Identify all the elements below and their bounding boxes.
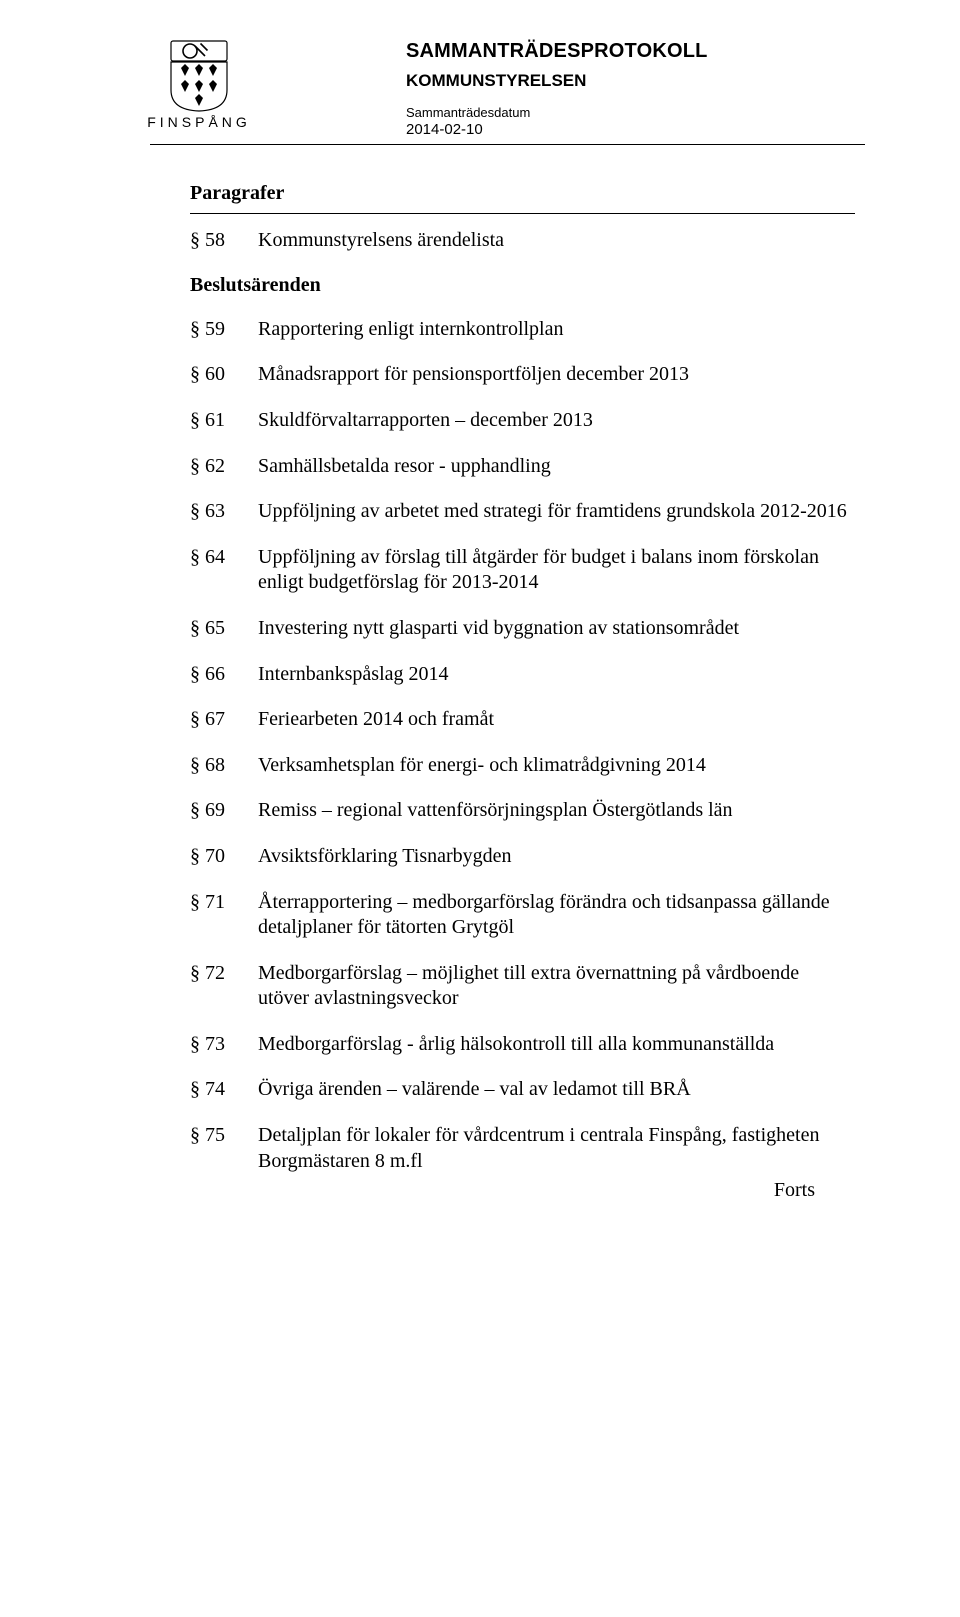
document-type: SAMMANTRÄDESPROTOKOLL: [406, 40, 708, 63]
agenda-row: § 67Feriearbeten 2014 och framåt: [190, 707, 855, 733]
agenda-row: § 75Detaljplan för lokaler för vårdcentr…: [190, 1123, 855, 1174]
paragraph-number: § 72: [190, 961, 258, 987]
paragraph-number: § 62: [190, 454, 258, 480]
paragraph-description: Samhällsbetalda resor - upphandling: [258, 454, 855, 480]
section-title-rule: [190, 213, 855, 214]
agenda-row: § 72Medborgarförslag – möjlighet till ex…: [190, 961, 855, 1012]
paragraph-number: § 58: [190, 228, 258, 254]
header-divider: [150, 144, 865, 145]
paragraph-number: § 59: [190, 317, 258, 343]
paragraph-description: Detaljplan för lokaler för vårdcentrum i…: [258, 1123, 855, 1174]
agenda-row: § 64Uppföljning av förslag till åtgärder…: [190, 545, 855, 596]
paragraph-number: § 63: [190, 499, 258, 525]
coat-of-arms-icon: [170, 40, 228, 112]
header-titles: SAMMANTRÄDESPROTOKOLL KOMMUNSTYRELSEN Sa…: [276, 40, 708, 138]
agenda-row: § 63Uppföljning av arbetet med strategi …: [190, 499, 855, 525]
agenda-row: § 66Internbankspåslag 2014: [190, 662, 855, 688]
paragraph-description: Skuldförvaltarrapporten – december 2013: [258, 408, 855, 434]
logo-text: FINSPÅNG: [147, 114, 251, 130]
paragraph-description: Investering nytt glasparti vid byggnatio…: [258, 616, 855, 642]
paragraph-number: § 69: [190, 798, 258, 824]
agenda-row: § 68Verksamhetsplan för energi- och klim…: [190, 753, 855, 779]
paragraph-number: § 74: [190, 1077, 258, 1103]
agenda-row: § 58 Kommunstyrelsens ärendelista: [190, 228, 855, 254]
paragraph-description: Uppföljning av förslag till åtgärder för…: [258, 545, 855, 596]
paragraph-description: Avsiktsförklaring Tisnarbygden: [258, 844, 855, 870]
agenda-row: § 70Avsiktsförklaring Tisnarbygden: [190, 844, 855, 870]
agenda-row: § 60Månadsrapport för pensionsportföljen…: [190, 362, 855, 388]
meeting-date-label: Sammanträdesdatum: [406, 105, 708, 120]
paragraph-number: § 68: [190, 753, 258, 779]
paragraph-number: § 65: [190, 616, 258, 642]
paragraph-description: Remiss – regional vattenförsörjningsplan…: [258, 798, 855, 824]
paragraph-number: § 73: [190, 1032, 258, 1058]
meeting-date: 2014-02-10: [406, 121, 708, 138]
paragraph-description: Verksamhetsplan för energi- och klimatrå…: [258, 753, 855, 779]
agenda-row: § 59Rapportering enligt internkontrollpl…: [190, 317, 855, 343]
agenda-row: § 74Övriga ärenden – valärende – val av …: [190, 1077, 855, 1103]
paragraph-number: § 75: [190, 1123, 258, 1149]
agenda-row: § 73Medborgarförslag - årlig hälsokontro…: [190, 1032, 855, 1058]
paragraph-number: § 67: [190, 707, 258, 733]
paragraph-number: § 70: [190, 844, 258, 870]
paragraph-description: Internbankspåslag 2014: [258, 662, 855, 688]
paragraph-description: Återrapportering – medborgarförslag förä…: [258, 890, 855, 941]
paragraph-description: Rapportering enligt internkontrollplan: [258, 317, 855, 343]
agenda-row: § 71Återrapportering – medborgarförslag …: [190, 890, 855, 941]
document-header: FINSPÅNG SAMMANTRÄDESPROTOKOLL KOMMUNSTY…: [150, 40, 865, 138]
section-title: Paragrafer: [190, 181, 855, 207]
paragraph-description: Medborgarförslag - årlig hälsokontroll t…: [258, 1032, 855, 1058]
paragraph-description: Feriearbeten 2014 och framåt: [258, 707, 855, 733]
paragraph-number: § 61: [190, 408, 258, 434]
paragraph-number: § 66: [190, 662, 258, 688]
agenda-row: § 69Remiss – regional vattenförsörjnings…: [190, 798, 855, 824]
agenda-rows: § 59Rapportering enligt internkontrollpl…: [190, 317, 855, 1174]
paragraph-description: Kommunstyrelsens ärendelista: [258, 228, 855, 254]
continuation-indicator: Forts: [190, 1178, 855, 1204]
paragraph-description: Månadsrapport för pensionsportföljen dec…: [258, 362, 855, 388]
paragraph-number: § 71: [190, 890, 258, 916]
committee-name: KOMMUNSTYRELSEN: [406, 71, 708, 91]
page: FINSPÅNG SAMMANTRÄDESPROTOKOLL KOMMUNSTY…: [0, 0, 960, 1264]
paragraph-number: § 60: [190, 362, 258, 388]
paragraph-number: § 64: [190, 545, 258, 571]
paragraph-description: Övriga ärenden – valärende – val av leda…: [258, 1077, 855, 1103]
agenda-row: § 61Skuldförvaltarrapporten – december 2…: [190, 408, 855, 434]
subheading: Beslutsärenden: [190, 273, 855, 299]
agenda-row: § 62Samhällsbetalda resor - upphandling: [190, 454, 855, 480]
content-body: Paragrafer § 58 Kommunstyrelsens ärendel…: [150, 181, 865, 1204]
paragraph-description: Uppföljning av arbetet med strategi för …: [258, 499, 855, 525]
agenda-row: § 65Investering nytt glasparti vid byggn…: [190, 616, 855, 642]
municipality-logo: FINSPÅNG: [150, 40, 248, 130]
paragraph-description: Medborgarförslag – möjlighet till extra …: [258, 961, 855, 1012]
